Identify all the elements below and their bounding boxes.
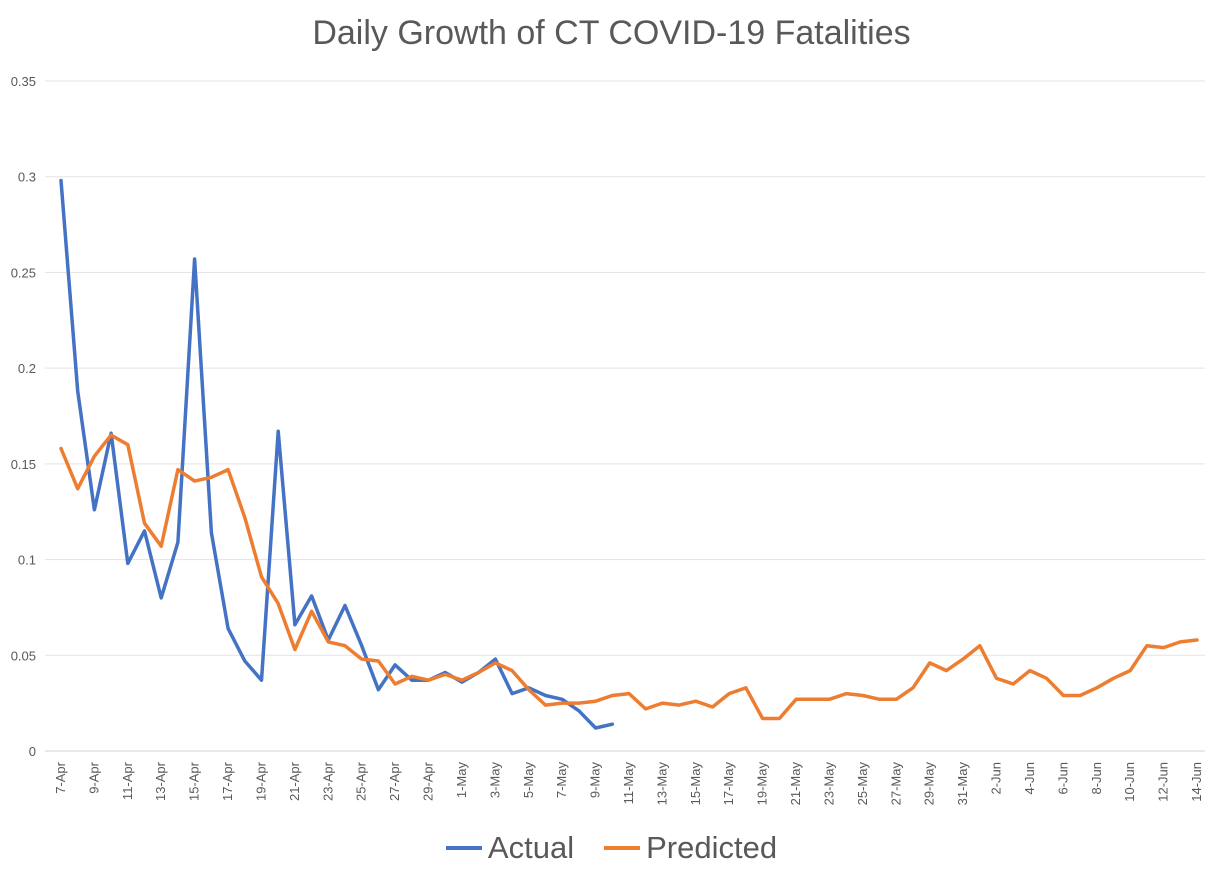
x-tick-label-12: 1-May [454,762,469,799]
x-tick-label-31: 8-Jun [1089,762,1104,795]
x-tick-label-1: 9-Apr [86,761,101,793]
x-tick-label-34: 14-Jun [1189,762,1204,802]
legend-label-actual: Actual [487,830,575,865]
legend-swatch-predicted [604,846,641,850]
y-tick-label-2: 0.1 [18,553,36,568]
x-tick-label-3: 13-Apr [153,761,168,801]
x-tick-label-20: 17-May [721,762,736,806]
x-tick-label-33: 12-Jun [1156,762,1171,802]
x-tick-label-25: 27-May [888,762,903,806]
x-tick-label-26: 29-May [922,762,937,806]
x-tick-label-27: 31-May [955,762,970,806]
x-tick-label-21: 19-May [755,762,770,806]
x-tick-label-2: 11-Apr [120,761,135,800]
x-tick-label-17: 11-May [621,762,636,805]
x-tick-label-9: 25-Apr [354,761,369,801]
x-tick-label-0: 7-Apr [53,761,68,793]
series-line-actual [59,178,615,730]
chart-title: Daily Growth of CT COVID-19 Fatalities [312,14,911,52]
x-tick-label-7: 21-Apr [287,761,302,801]
legend: Actual Predicted [0,830,1223,866]
x-tick-label-13: 3-May [487,762,502,799]
legend-item-actual: Actual [445,830,575,866]
y-tick-label-4: 0.2 [18,361,36,376]
x-tick-label-11: 29-Apr [421,761,436,801]
x-tick-label-28: 2-Jun [989,762,1004,795]
x-tick-label-6: 19-Apr [253,761,268,801]
x-tick-label-19: 15-May [688,762,703,806]
x-tick-label-5: 17-Apr [220,761,235,801]
y-tick-label-1: 0.05 [11,648,36,663]
x-tick-label-15: 7-May [554,762,569,799]
y-tick-label-7: 0.35 [11,74,36,89]
x-tick-label-16: 9-May [588,762,603,799]
legend-item-predicted: Predicted [604,830,777,866]
legend-swatch-actual [445,846,482,850]
y-tick-label-0: 0 [29,744,36,759]
legend-label-predicted: Predicted [646,830,778,865]
y-tick-label-5: 0.25 [11,265,36,280]
x-tick-label-32: 10-Jun [1122,762,1137,802]
x-tick-label-24: 25-May [855,762,870,806]
series-line-predicted [59,433,1199,721]
x-tick-label-23: 23-May [821,762,836,806]
x-tick-label-10: 27-Apr [387,761,402,801]
y-tick-label-3: 0.15 [11,457,36,472]
x-tick-label-8: 23-Apr [320,761,335,801]
x-tick-label-22: 21-May [788,762,803,806]
x-tick-label-4: 15-Apr [187,761,202,801]
x-tick-label-29: 4-Jun [1022,762,1037,795]
x-tick-label-14: 5-May [521,762,536,799]
x-tick-label-18: 13-May [654,762,669,806]
y-tick-label-6: 0.3 [18,170,36,185]
x-tick-label-30: 6-Jun [1055,762,1070,795]
